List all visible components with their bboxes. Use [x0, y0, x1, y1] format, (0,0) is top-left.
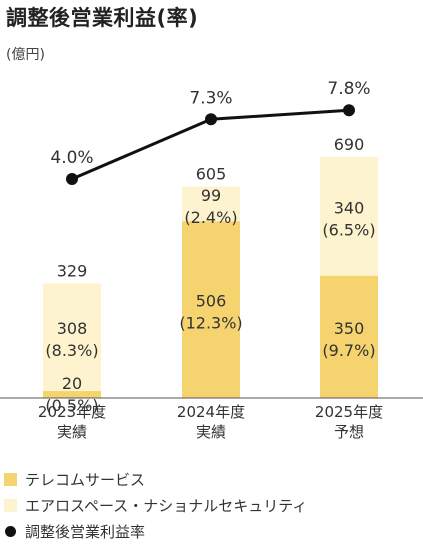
data-label-telecom-2-value: 350 — [334, 319, 365, 338]
data-label-telecom-2-ratio: (9.7%) — [322, 341, 375, 360]
legend-item-margin: 調整後営業利益率 — [4, 518, 307, 544]
margin-label-0: 4.0% — [50, 148, 93, 168]
data-label-telecom-1-ratio: (12.3%) — [179, 314, 242, 333]
legend-item-telecom: テレコムサービス — [4, 466, 307, 492]
bar-telecom-0 — [43, 391, 101, 398]
data-label-telecom-1-value: 506 — [196, 292, 227, 311]
x-tick-label-0-year: 2023年度 — [38, 403, 106, 421]
legend-swatch-aerospace — [4, 498, 17, 512]
data-label-aerospace-2-ratio: (6.5%) — [322, 220, 375, 239]
margin-point-2 — [343, 104, 355, 117]
legend-label-telecom: テレコムサービス — [25, 470, 146, 489]
x-tick-label-1-year: 2024年度 — [177, 403, 245, 421]
chart-title: 調整後営業利益(率) — [6, 6, 199, 30]
bar-telecom-1 — [182, 221, 240, 398]
data-label-aerospace-1-value: 99 — [201, 186, 221, 205]
x-tick-label-2-type: 予想 — [334, 423, 364, 441]
chart-plot: 20(0.5%)308(8.3%)3292023年度実績506(12.3%)99… — [0, 79, 423, 441]
total-label-2: 690 — [334, 135, 365, 154]
legend-swatch-telecom — [4, 472, 17, 486]
x-tick-label-0-type: 実績 — [57, 423, 87, 441]
margin-label-2: 7.8% — [327, 79, 370, 99]
data-label-telecom-0-ratio: (0.5%) — [45, 396, 98, 415]
legend-label-margin: 調整後営業利益率 — [25, 522, 146, 541]
legend-dot-margin — [5, 525, 16, 537]
total-label-0: 329 — [57, 261, 88, 280]
bar-aerospace-2 — [320, 156, 378, 276]
data-label-aerospace-0-ratio: (8.3%) — [45, 341, 98, 360]
data-label-aerospace-0-value: 308 — [57, 319, 88, 338]
margin-point-1 — [205, 113, 217, 126]
data-label-aerospace-2-value: 340 — [334, 198, 365, 217]
bar-aerospace-0 — [43, 283, 101, 392]
bar-telecom-2 — [320, 275, 378, 398]
total-label-1: 605 — [196, 165, 227, 184]
margin-point-0 — [66, 173, 78, 185]
x-tick-label-2-year: 2025年度 — [315, 403, 383, 421]
data-label-telecom-0-value: 20 — [62, 374, 82, 393]
unit-label: (億円) — [6, 47, 45, 63]
legend-item-aerospace: エアロスペース・ナショナルセキュリティ — [4, 492, 307, 518]
data-label-aerospace-1-ratio: (2.4%) — [184, 208, 237, 227]
bar-aerospace-1 — [182, 186, 240, 222]
legend: テレコムサービス エアロスペース・ナショナルセキュリティ 調整後営業利益率 — [4, 466, 307, 544]
margin-label-1: 7.3% — [189, 88, 232, 108]
x-tick-label-1-type: 実績 — [196, 423, 226, 441]
legend-label-aerospace: エアロスペース・ナショナルセキュリティ — [25, 496, 308, 515]
